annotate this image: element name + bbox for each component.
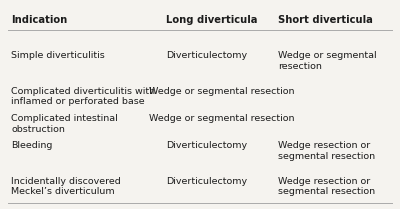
Text: Diverticulectomy: Diverticulectomy: [166, 177, 247, 186]
Text: Diverticulectomy: Diverticulectomy: [166, 141, 247, 150]
Text: Incidentally discovered
Meckel’s diverticulum: Incidentally discovered Meckel’s diverti…: [11, 177, 121, 196]
Text: Short diverticula: Short diverticula: [278, 15, 373, 25]
Text: Long diverticula: Long diverticula: [166, 15, 258, 25]
Text: Wedge or segmental resection: Wedge or segmental resection: [149, 87, 295, 96]
Text: Complicated diverticulitis with
inflamed or perforated base: Complicated diverticulitis with inflamed…: [11, 87, 155, 106]
Text: Bleeding: Bleeding: [11, 141, 52, 150]
Text: Diverticulectomy: Diverticulectomy: [166, 51, 247, 60]
Text: Complicated intestinal
obstruction: Complicated intestinal obstruction: [11, 114, 118, 134]
Text: Simple diverticulitis: Simple diverticulitis: [11, 51, 105, 60]
Text: Wedge or segmental
resection: Wedge or segmental resection: [278, 51, 377, 71]
Text: Wedge resection or
segmental resection: Wedge resection or segmental resection: [278, 141, 375, 161]
Text: Wedge or segmental resection: Wedge or segmental resection: [149, 114, 295, 123]
Text: Indication: Indication: [11, 15, 68, 25]
Text: Wedge resection or
segmental resection: Wedge resection or segmental resection: [278, 177, 375, 196]
